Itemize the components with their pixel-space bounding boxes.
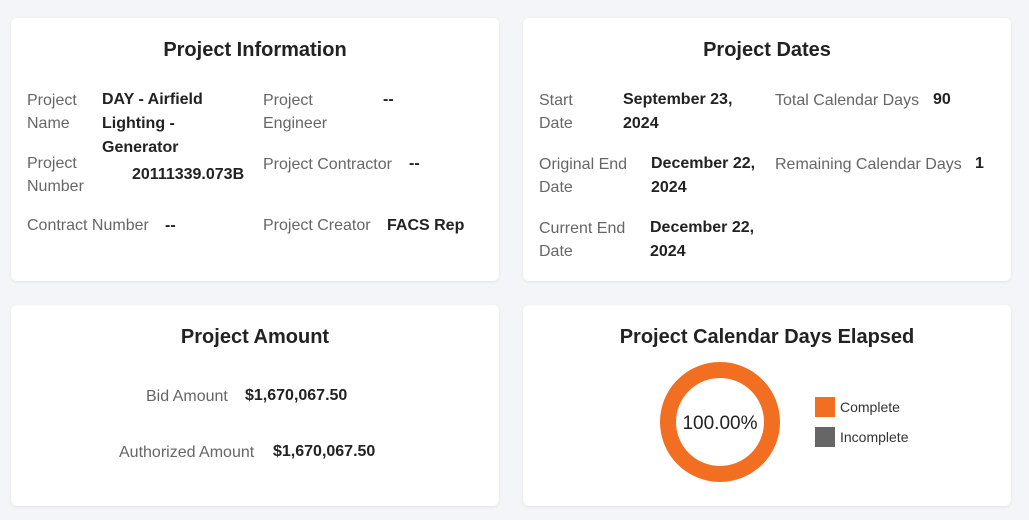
remaining-calendar-days-label: Remaining Calendar Days <box>775 156 962 173</box>
donut-center-label: 100.00% <box>682 413 757 434</box>
legend-complete-swatch <box>815 397 835 417</box>
project-amount-card: Project Amount Bid Amount $1,670,067.50 … <box>11 305 499 506</box>
legend-incomplete-label: Incomplete <box>840 429 909 445</box>
authorized-amount-value: $1,670,067.50 <box>273 443 376 460</box>
card-title: Project Calendar Days Elapsed <box>619 326 915 348</box>
contract-number-label: Contract Number <box>27 217 149 234</box>
project-contractor-value: -- <box>409 155 420 172</box>
total-calendar-days-label: Total Calendar Days <box>775 92 920 109</box>
start-date-value: September 23, 2024 <box>623 91 733 132</box>
project-name-value: DAY - Airfield Lighting - Generator <box>102 91 203 156</box>
project-creator-value: FACS Rep <box>387 217 465 234</box>
project-engineer-label: Project Engineer <box>263 92 328 132</box>
total-calendar-days-value: 90 <box>933 91 951 108</box>
donut-slice-complete <box>660 362 780 482</box>
bid-amount-label: Bid Amount <box>146 388 228 405</box>
bid-amount-value: $1,670,067.50 <box>245 387 348 404</box>
contract-number-value: -- <box>165 217 176 234</box>
current-end-date-label: Current End Date <box>539 220 626 260</box>
remaining-calendar-days-value: 1 <box>975 155 984 172</box>
start-date-label: Start Date <box>539 92 573 132</box>
card-title: Project Information <box>163 39 347 61</box>
legend-incomplete-swatch <box>815 427 835 447</box>
project-dates-card: Project Dates Start Date September 23, 2… <box>523 18 1011 281</box>
calendar-days-elapsed-card: Project Calendar Days Elapsed 100.00% Co… <box>523 305 1011 506</box>
card-title: Project Amount <box>180 326 330 348</box>
project-number-value: 20111339.073B <box>132 166 245 183</box>
original-end-date-value: December 22, 2024 <box>651 155 756 196</box>
days-elapsed-donut-chart: 100.00% <box>660 362 780 482</box>
project-creator-label: Project Creator <box>263 217 371 234</box>
authorized-amount-label: Authorized Amount <box>119 444 255 461</box>
project-name-label: Project Name <box>27 92 77 132</box>
project-information-card: Project Information Project Name DAY - A… <box>11 18 499 281</box>
legend-complete-label: Complete <box>840 399 900 415</box>
original-end-date-label: Original End Date <box>539 156 628 196</box>
project-contractor-label: Project Contractor <box>263 156 392 173</box>
current-end-date-value: December 22, 2024 <box>650 219 755 260</box>
project-number-label: Project Number <box>27 155 84 195</box>
card-title: Project Dates <box>703 39 831 61</box>
project-engineer-value: -- <box>383 91 394 108</box>
